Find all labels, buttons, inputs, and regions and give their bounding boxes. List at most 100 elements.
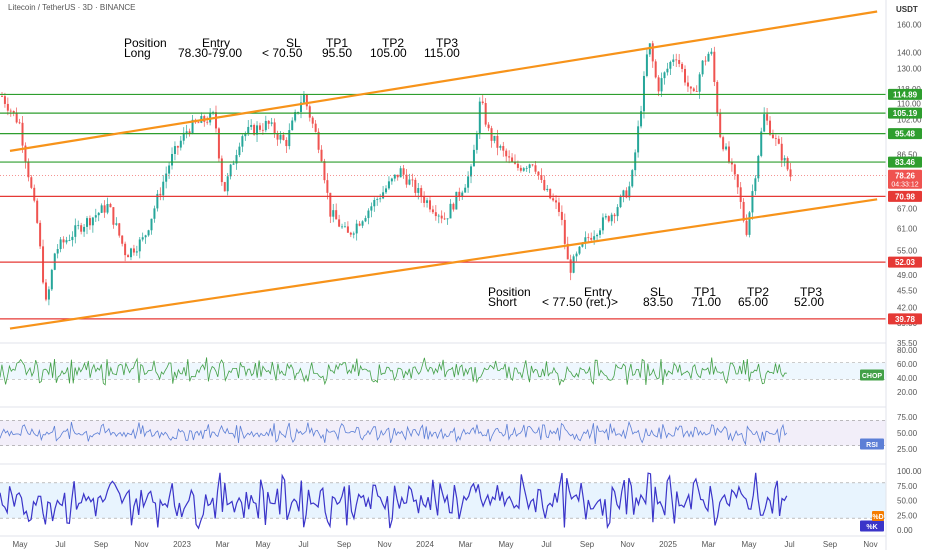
candle-body xyxy=(176,146,179,148)
candle-body xyxy=(402,168,405,175)
resistance-tag-bg xyxy=(888,107,922,119)
last-price-tag: 78.26 xyxy=(895,172,916,181)
candle-body xyxy=(472,149,475,167)
currency-unit[interactable]: USDT xyxy=(896,5,918,14)
candle-body xyxy=(590,237,593,240)
price-tick-label: 61.00 xyxy=(897,224,918,233)
short-tp3: 52.00 xyxy=(794,295,825,309)
candle-body xyxy=(566,243,569,260)
short-hdr-position: Position xyxy=(488,285,531,299)
short-position: Short xyxy=(488,295,517,309)
candle-body xyxy=(625,190,628,198)
price-tick-label: 45.50 xyxy=(897,286,918,295)
candle-body xyxy=(508,156,511,158)
stoch-d-tag: %D xyxy=(872,514,883,521)
candle-body xyxy=(431,209,434,213)
candle-body xyxy=(355,223,358,234)
candle-body xyxy=(789,169,792,177)
candle-body xyxy=(24,145,27,162)
candle-body xyxy=(698,74,701,92)
candle-body xyxy=(634,152,637,171)
candle-body xyxy=(12,110,15,113)
candle-body xyxy=(730,161,733,165)
channel-lines[interactable] xyxy=(9,10,878,330)
candle-body xyxy=(88,218,91,226)
candle-body xyxy=(777,138,780,144)
candle-body xyxy=(27,161,30,178)
indicator-tick-label: 75.00 xyxy=(897,413,918,422)
candle-body xyxy=(153,208,156,219)
candle-body xyxy=(601,217,604,231)
candle-body xyxy=(675,59,678,61)
candle-body xyxy=(654,61,657,78)
candle-body xyxy=(77,225,80,227)
candle-body xyxy=(467,176,470,188)
candle-body xyxy=(65,240,68,243)
candle-body xyxy=(443,218,446,220)
candle-body xyxy=(141,237,144,240)
candle-body xyxy=(757,155,760,179)
candle-body xyxy=(121,235,124,244)
candle-body xyxy=(666,68,669,73)
indicator-tick-label: 20.00 xyxy=(897,388,918,397)
candle-body xyxy=(396,174,399,178)
candle-body xyxy=(584,237,587,244)
candle-body xyxy=(33,187,36,201)
price-tick-label: 42.00 xyxy=(897,303,918,312)
candle-body xyxy=(487,124,490,129)
short-tp1: 71.00 xyxy=(691,295,722,309)
candle-body xyxy=(74,225,77,237)
candle-body xyxy=(1,96,3,97)
candle-body xyxy=(543,179,546,191)
candle-body xyxy=(188,131,191,134)
short-tp2: 65.00 xyxy=(738,295,769,309)
countdown-tag: 04:33:12 xyxy=(891,182,918,189)
indicator-tag-bg xyxy=(860,520,884,532)
candle-body xyxy=(115,223,118,225)
price-tick-label: 49.00 xyxy=(897,271,918,280)
candle-body xyxy=(144,235,147,238)
channel-lower xyxy=(9,198,878,330)
candle-body xyxy=(581,243,584,247)
candle-body xyxy=(707,53,710,62)
candle-body xyxy=(423,197,426,203)
symbol-header[interactable]: Litecoin / TetherUS · 3D · BINANCE xyxy=(8,3,136,12)
level-lines[interactable] xyxy=(0,93,886,320)
short-hdr-tp3: TP3 xyxy=(800,285,823,299)
candle-body xyxy=(291,120,294,131)
candle-body xyxy=(783,158,786,161)
candle-body xyxy=(311,117,314,124)
candle-body xyxy=(534,165,537,172)
indicator-tag: %K xyxy=(866,524,877,531)
resistance-tag-bg xyxy=(888,88,922,100)
candle-body xyxy=(572,256,575,273)
support-tag: 70.98 xyxy=(895,192,916,201)
time-tick-label: Mar xyxy=(459,540,473,549)
price-axis: 160.00140.00130.00118.00110.00102.0086.5… xyxy=(885,0,922,550)
candle-body xyxy=(672,59,675,62)
candle-body xyxy=(217,128,220,159)
candle-body xyxy=(358,223,361,226)
candle-body xyxy=(511,157,514,162)
indicator-line xyxy=(0,357,787,386)
candle-body xyxy=(704,60,707,62)
candle-body xyxy=(437,215,440,217)
candle-body xyxy=(771,134,774,139)
candle-body xyxy=(86,218,89,227)
long-tp3: 115.00 xyxy=(424,46,460,60)
candle-body xyxy=(405,174,408,185)
candle-body xyxy=(56,249,59,254)
candle-body xyxy=(622,190,625,197)
indicator-tick-label: 25.00 xyxy=(897,511,918,520)
candle-body xyxy=(651,43,654,62)
indicator-line xyxy=(0,472,788,530)
candle-body xyxy=(736,174,739,188)
candle-body xyxy=(294,112,297,121)
indicator-tag: CHOP xyxy=(862,373,883,380)
candle-body xyxy=(44,282,47,300)
candle-body xyxy=(434,212,437,217)
candle-body xyxy=(109,203,112,208)
time-tick-label: Mar xyxy=(702,540,716,549)
candle-body xyxy=(513,161,516,164)
